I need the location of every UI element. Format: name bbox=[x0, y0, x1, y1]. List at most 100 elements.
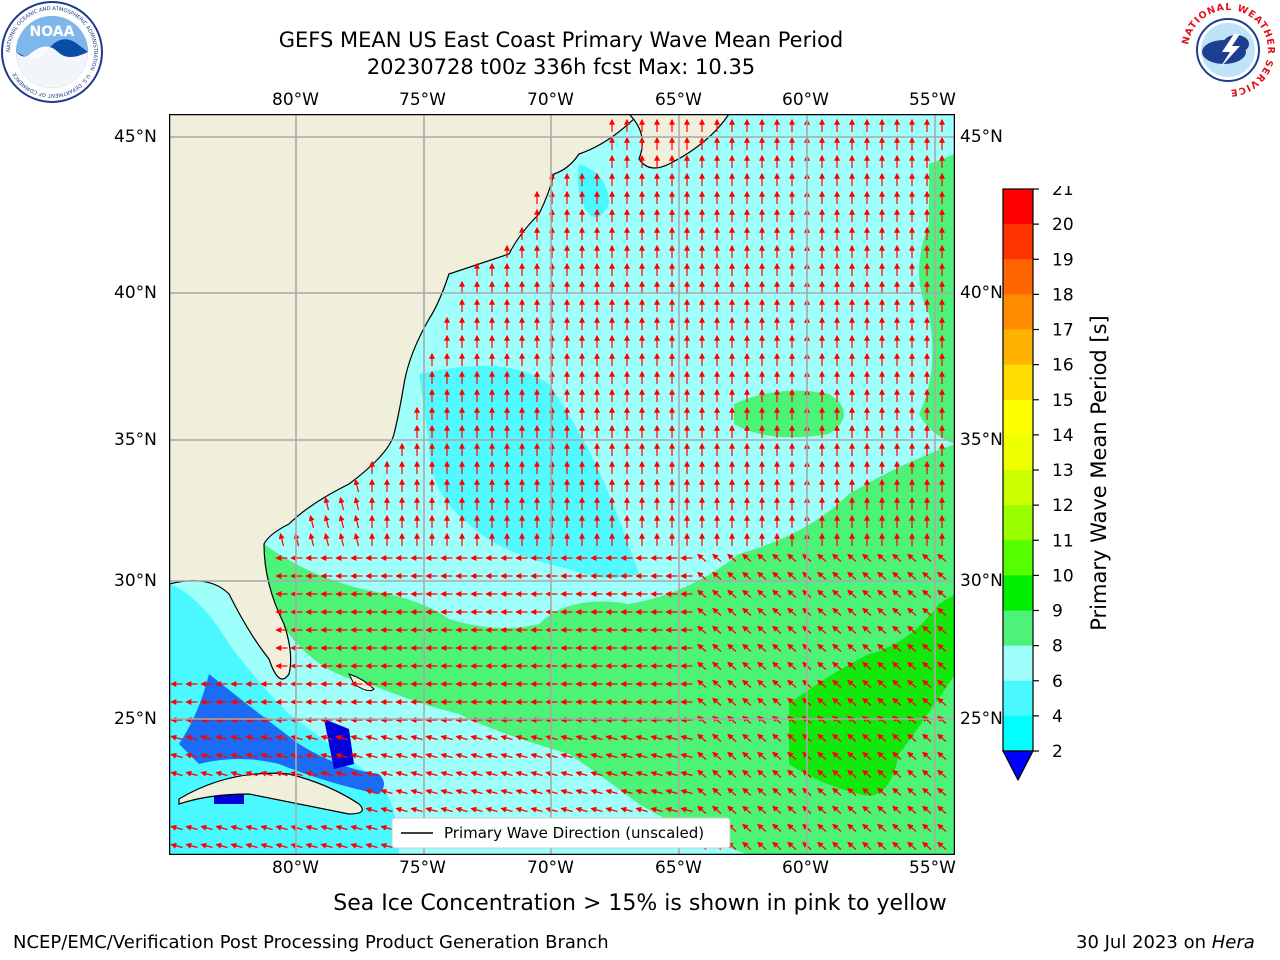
colorbar-band bbox=[1003, 540, 1033, 576]
wave-arrow bbox=[605, 770, 618, 777]
wave-arrow bbox=[742, 643, 752, 652]
wave-arrow bbox=[605, 734, 618, 741]
wave-arrow bbox=[757, 589, 767, 598]
wave-arrow bbox=[170, 842, 183, 849]
wave-arrow bbox=[320, 752, 333, 759]
wave-arrow bbox=[545, 752, 558, 759]
wave-arrow bbox=[877, 679, 887, 688]
colorbar-label: Primary Wave Mean Period [s] bbox=[1087, 315, 1111, 631]
wave-arrow bbox=[847, 769, 857, 778]
wave-arrow bbox=[862, 841, 872, 850]
wave-arrow bbox=[185, 734, 198, 741]
lon-label-top: 55°W bbox=[909, 90, 956, 110]
wave-arrow bbox=[455, 806, 468, 813]
wave-arrow bbox=[410, 734, 423, 741]
colorbar-tick-label: 20 bbox=[1052, 215, 1074, 235]
wave-arrow bbox=[862, 607, 872, 616]
wave-arrow bbox=[470, 734, 483, 741]
wave-arrow bbox=[787, 769, 797, 778]
wave-arrow bbox=[892, 571, 902, 580]
wave-arrow bbox=[590, 752, 603, 759]
wave-arrow bbox=[727, 715, 737, 724]
wave-arrow bbox=[230, 824, 243, 831]
wave-arrow bbox=[922, 625, 932, 634]
wave-arrow bbox=[877, 715, 887, 724]
wave-arrow bbox=[697, 805, 707, 814]
wave-arrow bbox=[338, 514, 345, 529]
wave-arrow bbox=[365, 842, 378, 849]
wave-arrow bbox=[727, 553, 737, 562]
wave-arrow bbox=[832, 787, 842, 796]
wave-arrow bbox=[395, 752, 408, 759]
lon-label-bottom: 75°W bbox=[399, 858, 446, 878]
wave-arrow bbox=[907, 751, 917, 760]
wave-arrow bbox=[620, 752, 633, 759]
colorbar-band bbox=[1003, 610, 1033, 647]
wave-arrow bbox=[847, 553, 857, 562]
wave-arrow bbox=[650, 788, 663, 795]
wave-arrow bbox=[635, 788, 648, 795]
wave-arrow bbox=[832, 733, 842, 742]
wave-arrow bbox=[308, 532, 315, 547]
lon-label-top: 80°W bbox=[272, 90, 319, 110]
colorbar-tick-label: 15 bbox=[1052, 391, 1074, 411]
wave-arrow bbox=[680, 788, 693, 795]
wave-arrow bbox=[922, 571, 932, 580]
wave-arrow bbox=[742, 787, 752, 796]
wave-arrow bbox=[847, 679, 857, 688]
wave-arrow bbox=[350, 770, 363, 777]
wave-arrow bbox=[323, 496, 330, 511]
wave-arrow bbox=[772, 841, 782, 850]
wave-arrow bbox=[832, 571, 842, 580]
land-north-america bbox=[169, 114, 640, 680]
wave-arrow bbox=[712, 697, 722, 706]
wave-arrow bbox=[772, 643, 782, 652]
colorbar-band bbox=[1003, 364, 1033, 401]
wave-arrow bbox=[380, 734, 393, 741]
wave-arrow bbox=[742, 571, 752, 580]
wave-arrow bbox=[817, 625, 827, 634]
wave-arrow bbox=[230, 734, 243, 741]
wave-arrow bbox=[680, 770, 693, 777]
lat-label-left: 40°N bbox=[114, 283, 157, 303]
wave-arrow bbox=[742, 553, 752, 562]
wave-arrow bbox=[922, 733, 932, 742]
wave-arrow bbox=[697, 589, 707, 598]
wave-arrow bbox=[215, 824, 228, 831]
wave-arrow bbox=[877, 805, 887, 814]
wave-arrow bbox=[727, 805, 737, 814]
wave-arrow bbox=[847, 733, 857, 742]
wave-arrow bbox=[470, 770, 483, 777]
wave-arrow bbox=[937, 625, 947, 634]
colorbar-tick-label: 4 bbox=[1052, 707, 1063, 727]
colorbar-band bbox=[1003, 224, 1033, 260]
wave-arrow bbox=[787, 805, 797, 814]
wave-arrow bbox=[862, 661, 872, 670]
wave-arrow bbox=[353, 478, 360, 493]
colorbar-band bbox=[1003, 505, 1033, 541]
wave-arrow bbox=[742, 679, 752, 688]
wave-arrow bbox=[455, 734, 468, 741]
wave-arrow bbox=[832, 625, 842, 634]
wave-arrow bbox=[892, 625, 902, 634]
wave-arrow bbox=[530, 734, 543, 741]
wave-arrow bbox=[350, 842, 363, 849]
wave-arrow bbox=[712, 733, 722, 742]
wave-arrow bbox=[832, 679, 842, 688]
wave-arrow bbox=[817, 787, 827, 796]
wave-arrow bbox=[757, 679, 767, 688]
wave-arrow bbox=[353, 514, 360, 529]
wave-arrow bbox=[892, 805, 902, 814]
map-legend: Primary Wave Direction (unscaled) bbox=[391, 817, 731, 849]
wave-arrow bbox=[727, 751, 737, 760]
wave-arrow bbox=[757, 733, 767, 742]
wave-arrow bbox=[937, 643, 947, 652]
wave-arrow bbox=[635, 770, 648, 777]
wave-arrow bbox=[787, 823, 797, 832]
wave-arrow bbox=[817, 553, 827, 562]
wave-arrow bbox=[260, 824, 273, 831]
wave-arrow bbox=[892, 661, 902, 670]
wave-arrow bbox=[757, 697, 767, 706]
wave-arrow bbox=[260, 770, 273, 777]
cyan-patch bbox=[577, 164, 609, 218]
